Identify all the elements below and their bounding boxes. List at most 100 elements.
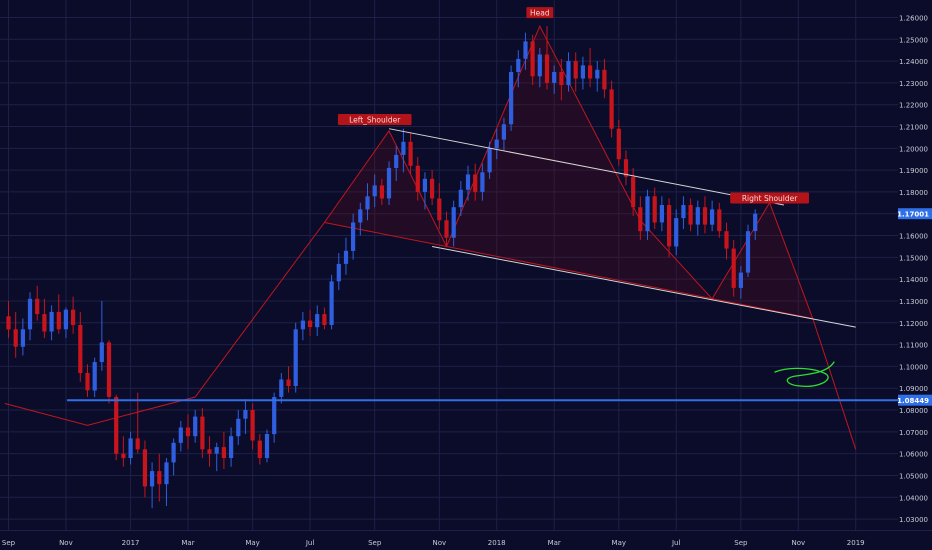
candle-body xyxy=(171,442,176,463)
candle-body xyxy=(408,141,413,166)
candle-body xyxy=(516,58,521,72)
candle-body xyxy=(92,362,97,391)
price-tick-label: 1.21000 xyxy=(899,124,928,132)
candle-body xyxy=(358,209,363,223)
price-tag-label: 1.17001 xyxy=(897,211,929,219)
time-tick-label: 2018 xyxy=(488,539,506,547)
candle-body xyxy=(6,316,11,330)
candle-body xyxy=(738,272,743,288)
price-axis[interactable]: 1.26000 1.25000 1.24000 1.23000 1.22000 1.210… xyxy=(897,0,932,530)
candle-body xyxy=(465,174,471,190)
candle-body xyxy=(343,250,349,264)
candle-body xyxy=(250,410,255,441)
candle-body xyxy=(702,207,708,225)
pattern-label-bg xyxy=(337,114,412,125)
candle-body xyxy=(458,189,463,208)
neckline xyxy=(324,221,813,319)
candle-body xyxy=(695,207,700,225)
candle-body xyxy=(106,342,112,397)
candle-body xyxy=(437,198,442,221)
upper-trend-line xyxy=(388,128,785,206)
candle-body xyxy=(544,54,550,83)
candle-body xyxy=(444,220,449,238)
candle-body xyxy=(717,209,722,232)
candle-body xyxy=(308,320,313,328)
time-tick-label: Sep xyxy=(2,539,16,547)
candle-body xyxy=(128,438,133,458)
candle-body xyxy=(329,281,334,325)
pattern-labels: Left_Shoulder Head Right Shoulder xyxy=(337,7,809,204)
candle-body xyxy=(49,311,54,332)
candle-body xyxy=(487,148,492,173)
candle-body xyxy=(35,298,40,315)
pattern-label: Left_Shoulder xyxy=(349,116,401,125)
candle-body xyxy=(566,61,571,86)
candle-body xyxy=(602,69,607,90)
time-tick-label: Jul xyxy=(305,539,315,547)
time-axis[interactable]: Sep Nov 2017 Mar May Jul Sep Nov 2018 Mar May Jul Se… xyxy=(0,530,932,550)
time-tick-label: Mar xyxy=(548,539,561,547)
candle-body xyxy=(336,263,341,282)
candle-body xyxy=(85,373,90,391)
candle-body xyxy=(573,61,578,79)
candle-body xyxy=(257,440,262,458)
candle-body xyxy=(509,72,514,125)
price-tag-bg xyxy=(898,208,932,220)
candle-body xyxy=(394,154,399,168)
candle-body xyxy=(272,397,277,435)
time-tick-label: Nov xyxy=(791,539,805,547)
candle-body xyxy=(193,416,198,437)
candle-body xyxy=(731,248,736,288)
candle-body xyxy=(681,205,686,219)
candle-body xyxy=(42,314,47,332)
candle-body xyxy=(300,320,305,330)
candle-body xyxy=(494,139,499,149)
candle-body xyxy=(415,165,420,192)
candle-body xyxy=(221,447,226,458)
time-tick-label: May xyxy=(612,539,626,547)
price-tick-label: 1.19000 xyxy=(899,167,928,175)
candle-body xyxy=(71,309,76,325)
candle-body xyxy=(372,185,377,197)
price-tick-label: 1.10000 xyxy=(899,363,928,371)
candle-body xyxy=(480,172,485,192)
price-tick-label: 1.08000 xyxy=(899,407,928,415)
candle-body xyxy=(401,141,406,155)
price-tick-label: 1.22000 xyxy=(899,102,928,110)
candle-body xyxy=(559,72,564,86)
price-tag-bg xyxy=(898,394,932,406)
price-tick-label: 1.12000 xyxy=(899,320,928,328)
candle-body xyxy=(27,298,33,330)
time-tick-label: May xyxy=(245,539,259,547)
candle-body xyxy=(78,325,83,373)
candle-body xyxy=(609,89,614,129)
time-tick-label: Mar xyxy=(181,539,194,547)
candle-body xyxy=(178,427,183,443)
candle-body xyxy=(142,449,147,487)
time-axis-bg xyxy=(0,530,932,550)
candle-body xyxy=(595,69,600,79)
time-tick-label: 2019 xyxy=(847,539,865,547)
candle-body xyxy=(150,471,155,487)
time-tick-label: Nov xyxy=(59,539,73,547)
candle-body xyxy=(659,205,664,223)
price-tick-label: 1.07000 xyxy=(899,429,928,437)
pattern-label: Right Shoulder xyxy=(742,194,798,203)
candle-body xyxy=(286,379,291,386)
candle-body xyxy=(164,462,169,485)
candle-body xyxy=(135,438,140,450)
candle-body xyxy=(56,311,61,330)
candle-body xyxy=(688,205,693,225)
candle-body xyxy=(652,196,657,223)
candle-body xyxy=(13,329,18,347)
candle-body xyxy=(745,231,751,273)
candle-body xyxy=(264,434,270,458)
candle-body xyxy=(315,314,320,328)
candle-body xyxy=(214,447,219,454)
pattern-label-bg xyxy=(730,192,809,204)
candle-body xyxy=(121,453,126,459)
candle-body xyxy=(523,41,528,59)
